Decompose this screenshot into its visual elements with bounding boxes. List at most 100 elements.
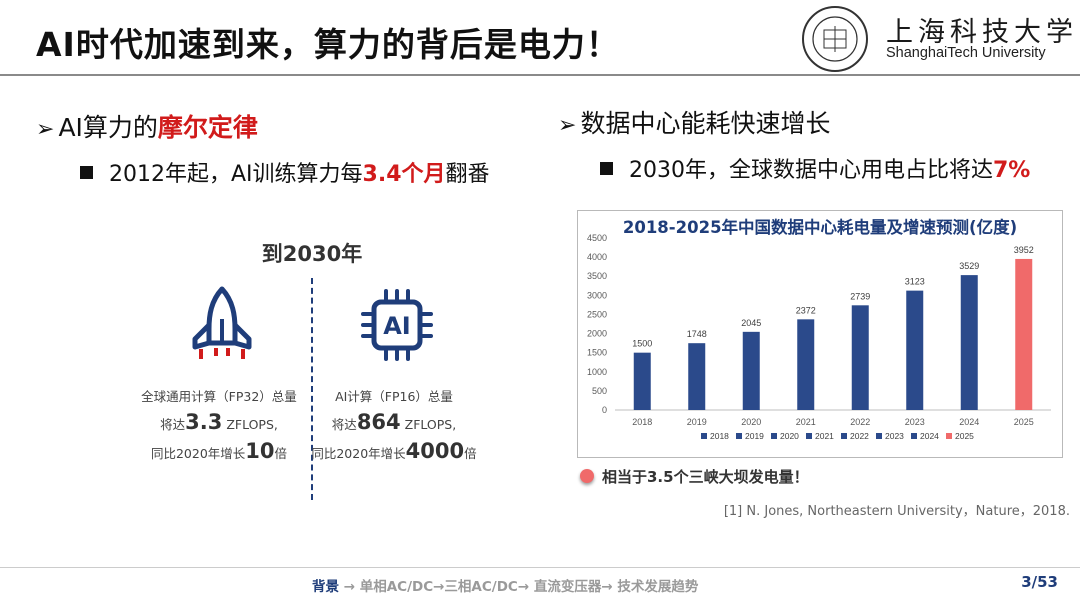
stat-fp16: AI计算（FP16）总量 将达864 ZFLOPS, 同比2020年增长4000… [299,386,489,468]
page-number: 3/53 [1021,573,1058,591]
y-tick-label: 3000 [587,290,607,300]
stat-fp32-growth-line: 同比2020年增长10倍 [124,439,314,463]
y-tick-label: 500 [592,386,607,396]
legend-swatch [806,433,812,439]
x-tick-label: 2018 [632,417,652,427]
left-sub-highlight: 3.4个月 [362,162,446,187]
x-tick-label: 2024 [959,417,979,427]
stat-fp32-growth-suffix: 倍 [274,446,288,461]
legend-label: 2023 [885,431,904,441]
stat-fp16-growth-suffix: 倍 [464,446,477,461]
y-tick-label: 2000 [587,329,607,339]
y-tick-label: 4000 [587,252,607,262]
year-label: 到2030年 [261,242,363,266]
bar [906,290,924,410]
arrow-bullet-icon: ➢ [558,113,577,138]
x-tick-label: 2020 [741,417,761,427]
legend-swatch [736,433,742,439]
chart-frame [577,210,1063,458]
arrow-bullet-icon: ➢ [36,117,55,142]
y-tick-label: 0 [602,405,607,415]
stat-fp32-pre: 将达 [160,417,186,432]
legend-swatch [911,433,917,439]
data-label: 1500 [632,339,652,349]
stat-fp32-growth-pre: 同比2020年增长 [150,446,246,461]
stat-fp16-label: AI计算（FP16）总量 [335,389,453,404]
data-label: 2739 [850,291,870,301]
x-tick-label: 2023 [905,417,925,427]
legend-label: 2020 [780,431,799,441]
bar [688,343,706,410]
legend-label: 2024 [920,431,939,441]
note-text: 相当于3.5个三峡大坝发电量！ [602,468,809,486]
y-tick-label: 1500 [587,348,607,358]
legend-swatch [876,433,882,439]
bar [742,331,760,410]
data-label: 1748 [687,329,707,339]
footer-nav-items[interactable]: 单相AC/DC→三相AC/DC→ 直流变压器→ 技术发展趋势 [359,579,699,595]
left-heading-highlight: 摩尔定律 [157,113,258,142]
stat-fp16-growth-pre: 同比2020年增长 [311,446,406,461]
left-sub-text: 2012年起，AI训练算力每 [109,162,363,187]
legend-label: 2021 [815,431,834,441]
rocket-icon [192,286,252,359]
note: 相当于3.5个三峡大坝发电量！ [580,466,809,487]
x-tick-label: 2019 [687,417,707,427]
y-tick-label: 4500 [587,233,607,243]
legend-label: 2022 [850,431,869,441]
stat-fp32-growth-value: 10 [245,439,275,463]
right-heading-text: 数据中心能耗快速增长 [580,109,831,138]
university-logo [802,6,868,72]
right-heading: ➢ 数据中心能耗快速增长 [558,104,830,140]
footer-nav-active[interactable]: 背景 [312,579,339,595]
data-label: 3952 [1014,245,1034,255]
legend-swatch [771,433,777,439]
reference: [1] N. Jones, Northeastern University，Na… [723,504,1070,519]
right-sub-text: 2030年，全球数据中心用电占比将达 [629,158,993,183]
data-label: 3123 [905,277,925,287]
y-tick-label: 2500 [587,309,607,319]
right-sub-highlight: 7% [993,158,1031,183]
legend-swatch [946,433,952,439]
footer-nav: 背景 → 单相AC/DC→三相AC/DC→ 直流变压器→ 技术发展趋势 [312,575,698,595]
stat-fp32-unit: ZFLOPS, [226,417,278,432]
slide-title: AI时代加速到来，算力的背后是电力！ [36,25,620,64]
data-label: 2045 [741,318,761,328]
legend-label: 2018 [710,431,729,441]
chart-title: 2018-2025年中国数据中心耗电量及增速预测(亿度) [622,218,1018,237]
bar [851,305,869,410]
legend-swatch [701,433,707,439]
footer-divider [0,567,1080,568]
y-tick-label: 3500 [587,271,607,281]
y-tick-label: 1000 [587,367,607,377]
legend-label: 2019 [745,431,764,441]
right-subpoint: 2030年，全球数据中心用电占比将达7% [600,152,1030,184]
dashed-divider [311,278,313,500]
data-label: 2372 [796,305,816,315]
left-heading: ➢ AI算力的摩尔定律 [36,108,258,144]
x-tick-label: 2022 [850,417,870,427]
stat-fp32-value-line: 将达3.3 ZFLOPS, [124,410,314,434]
stat-fp32-label: 全球通用计算（FP32）总量 [141,389,297,404]
stat-fp16-growth-value: 4000 [405,439,465,463]
stat-fp16-pre: 将达 [331,417,357,432]
bar-chart: 0 500 1000 1500 2000 2500 3000 3500 4000 4500 1500… [587,233,1051,441]
left-sub-suffix: 翻番 [445,162,490,187]
left-heading-text: AI算力的 [58,113,158,142]
stat-fp16-growth-line: 同比2020年增长4000倍 [299,439,489,463]
x-tick-label: 2021 [796,417,816,427]
university-name-cn: 上海科技大学 [886,17,1078,48]
header-divider [0,74,1080,76]
svg-text:AI: AI [383,312,411,340]
x-tick-label: 2025 [1014,417,1034,427]
bar [960,275,978,410]
legend-swatch [841,433,847,439]
bar [633,352,651,410]
data-label: 3529 [959,261,979,271]
square-bullet-icon [600,162,613,175]
legend-label: 2025 [955,431,974,441]
stat-fp32: 全球通用计算（FP32）总量 将达3.3 ZFLOPS, 同比2020年增长10… [124,386,314,468]
stat-fp32-value: 3.3 [185,410,223,434]
ai-chip-icon: AI [361,289,433,361]
stat-fp16-unit: ZFLOPS, [404,417,457,432]
